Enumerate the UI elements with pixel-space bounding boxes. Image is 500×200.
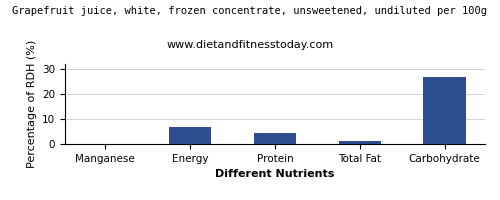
Text: Grapefruit juice, white, frozen concentrate, unsweetened, undiluted per 100g: Grapefruit juice, white, frozen concentr…	[12, 6, 488, 16]
Y-axis label: Percentage of RDH (%): Percentage of RDH (%)	[26, 40, 36, 168]
Text: www.dietandfitnesstoday.com: www.dietandfitnesstoday.com	[166, 40, 334, 50]
Bar	[254, 133, 296, 144]
Bar	[338, 141, 381, 144]
Bar	[424, 76, 466, 144]
Bar	[169, 127, 212, 144]
X-axis label: Different Nutrients: Different Nutrients	[216, 169, 334, 179]
